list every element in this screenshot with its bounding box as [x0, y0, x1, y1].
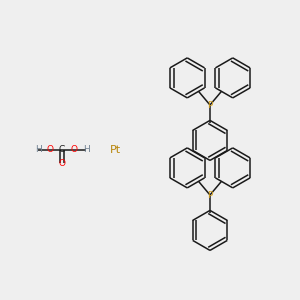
- Text: O: O: [58, 158, 65, 167]
- Text: C: C: [59, 146, 65, 154]
- Text: Pt: Pt: [110, 145, 121, 155]
- Text: P: P: [207, 190, 213, 200]
- Text: P: P: [207, 100, 213, 109]
- Text: O: O: [46, 146, 53, 154]
- Text: O: O: [70, 146, 77, 154]
- Text: H: H: [34, 146, 41, 154]
- Text: H: H: [82, 146, 89, 154]
